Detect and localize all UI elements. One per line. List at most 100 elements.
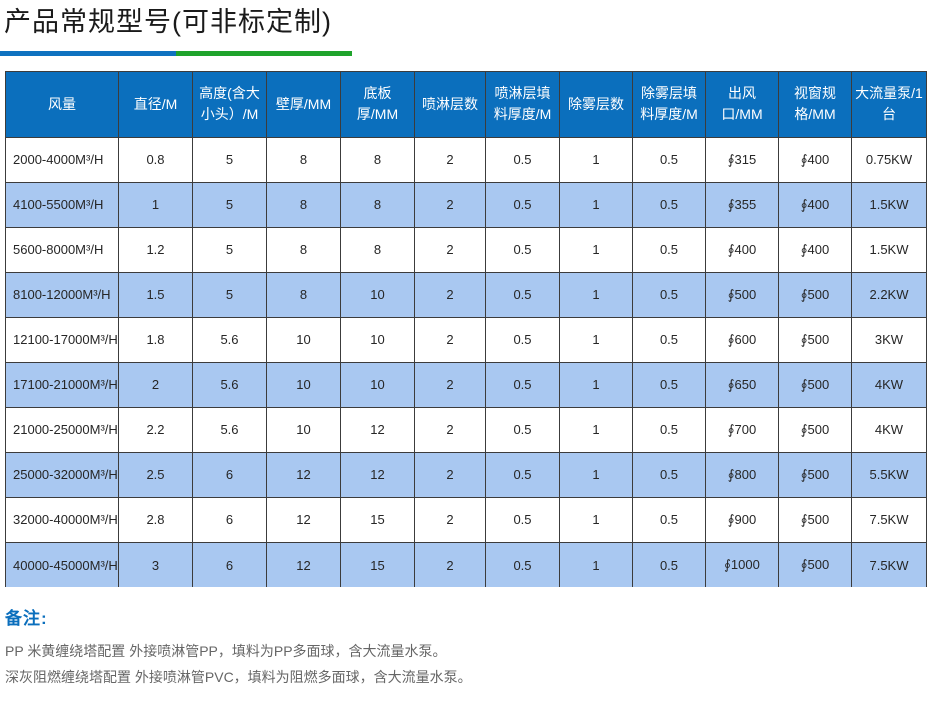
table-cell: 4KW <box>851 361 927 408</box>
table-cell: 2 <box>414 136 486 183</box>
column-header: 大流量泵/1台 <box>851 70 927 138</box>
table-cell: 2.2KW <box>851 271 927 318</box>
table-cell: 8 <box>266 271 341 318</box>
table-cell: 2 <box>414 361 486 408</box>
column-header: 喷淋层数 <box>414 70 486 138</box>
table-cell: 3 <box>118 541 193 588</box>
table-cell: 1.5KW <box>851 181 927 228</box>
table-cell: 32000-40000M³/H <box>5 496 119 543</box>
note-line-2: 深灰阻燃缠绕塔配置 外接喷淋管PVC，填料为阻燃多面球，含大流量水泵。 <box>5 669 472 686</box>
note-line-1: PP 米黄缠绕塔配置 外接喷淋管PP，填料为PP多面球，含大流量水泵。 <box>5 643 447 660</box>
table-cell: 0.5 <box>485 181 560 228</box>
table-cell: 1.8 <box>118 316 193 363</box>
table-row: 21000-25000M³/H 2.2 5.6 10 12 2 0.5 1 0.5 ∮700 ∮50… <box>5 406 927 453</box>
table-row: 17100-21000M³/H 2 5.6 10 10 2 0.5 1 0.5 ∮650 ∮500 4… <box>5 361 927 408</box>
table-cell: 1 <box>559 541 633 588</box>
table-cell: ∮400 <box>778 181 852 228</box>
table-cell: 25000-32000M³/H <box>5 451 119 498</box>
table-cell: ∮700 <box>705 406 779 453</box>
table-cell: 2 <box>414 181 486 228</box>
table-row: 5600-8000M³/H 1.2 5 8 8 2 0.5 1 0.5 ∮400 ∮400 1.5KW <box>5 226 927 273</box>
table-cell: 0.5 <box>485 451 560 498</box>
table-cell: ∮650 <box>705 361 779 408</box>
table-cell: 1.5KW <box>851 226 927 273</box>
table-cell: 1 <box>559 316 633 363</box>
table-cell: 2 <box>414 271 486 318</box>
table-cell: ∮900 <box>705 496 779 543</box>
table-row: 4100-5500M³/H 1 5 8 8 2 0.5 1 0.5 ∮355 ∮400 1.5KW <box>5 181 927 228</box>
table-cell: 4KW <box>851 406 927 453</box>
notes-label: 备注: <box>5 609 48 629</box>
table-cell: 0.75KW <box>851 136 927 183</box>
table-cell: 1 <box>559 136 633 183</box>
table-cell: 21000-25000M³/H <box>5 406 119 453</box>
table-cell: 0.5 <box>485 271 560 318</box>
table-cell: 0.5 <box>632 541 706 588</box>
table-cell: 0.5 <box>632 316 706 363</box>
table-cell: 12 <box>266 541 341 588</box>
table-cell: ∮500 <box>778 316 852 363</box>
page-title: 产品常规型号(可非标定制) <box>4 7 332 37</box>
table-cell: 5.6 <box>192 361 267 408</box>
table-cell: ∮800 <box>705 451 779 498</box>
product-spec-page: 产品常规型号(可非标定制) 风量 直径/M 高度(含大小头）/M 壁厚/MM 底板厚/M… <box>0 7 927 686</box>
table-cell: 10 <box>266 316 341 363</box>
table-row: 32000-40000M³/H 2.8 6 12 15 2 0.5 1 0.5 ∮900 ∮500 7… <box>5 496 927 543</box>
table-cell: 5.6 <box>192 316 267 363</box>
column-header: 除雾层填料厚度/M <box>632 70 706 138</box>
table-cell: 0.5 <box>485 316 560 363</box>
table-cell: 2 <box>414 451 486 498</box>
table-cell: 8 <box>266 181 341 228</box>
table-cell: 8 <box>266 136 341 183</box>
table-cell: 2 <box>414 541 486 588</box>
table-row: 12100-17000M³/H 1.8 5.6 10 10 2 0.5 1 0.5 ∮600 ∮50… <box>5 316 927 363</box>
table-cell: 1 <box>559 271 633 318</box>
table-header: 风量 直径/M 高度(含大小头）/M 壁厚/MM 底板厚/MM 喷淋层数 喷淋层填料厚度/M… <box>5 70 927 138</box>
table-cell: ∮500 <box>778 541 852 588</box>
table-cell: ∮1000 <box>705 541 779 588</box>
table-cell: 15 <box>340 541 415 588</box>
table-cell: 1.5 <box>118 271 193 318</box>
table-cell: 0.5 <box>485 136 560 183</box>
table-cell: 4100-5500M³/H <box>5 181 119 228</box>
table-cell: 8 <box>340 136 415 183</box>
table-cell: 10 <box>266 361 341 408</box>
table-cell: 0.5 <box>632 181 706 228</box>
table-cell: 1 <box>559 181 633 228</box>
column-header: 高度(含大小头）/M <box>192 70 267 138</box>
table-cell: 10 <box>340 271 415 318</box>
table-cell: ∮600 <box>705 316 779 363</box>
table-cell: 0.5 <box>485 541 560 588</box>
table-cell: 6 <box>192 496 267 543</box>
table-cell: 10 <box>340 316 415 363</box>
table-cell: 1 <box>559 226 633 273</box>
table-cell: 7.5KW <box>851 496 927 543</box>
table-cell: 12 <box>340 451 415 498</box>
table-cell: 2.2 <box>118 406 193 453</box>
column-header: 喷淋层填料厚度/M <box>485 70 560 138</box>
table-row: 25000-32000M³/H 2.5 6 12 12 2 0.5 1 0.5 ∮800 ∮500 5… <box>5 451 927 498</box>
underline-blue-segment <box>0 50 176 56</box>
table-cell: 2 <box>414 316 486 363</box>
table-cell: 2 <box>414 406 486 453</box>
table-cell: 1 <box>559 406 633 453</box>
table-cell: 0.5 <box>485 496 560 543</box>
table-cell: 0.5 <box>485 406 560 453</box>
table-cell: 12 <box>266 496 341 543</box>
table-cell: ∮500 <box>778 496 852 543</box>
table-cell: 8 <box>340 226 415 273</box>
table-cell: 1.2 <box>118 226 193 273</box>
table-cell: 17100-21000M³/H <box>5 361 119 408</box>
table-cell: 0.5 <box>632 226 706 273</box>
table-cell: 5.5KW <box>851 451 927 498</box>
table-row: 2000-4000M³/H 0.8 5 8 8 2 0.5 1 0.5 ∮315 ∮400 0.75K… <box>5 136 927 183</box>
table-cell: ∮500 <box>778 406 852 453</box>
table-cell: ∮500 <box>705 271 779 318</box>
table-cell: 0.5 <box>485 361 560 408</box>
table-cell: 5 <box>192 271 267 318</box>
table-cell: 0.5 <box>632 136 706 183</box>
table-cell: 12 <box>266 451 341 498</box>
table-cell: 0.5 <box>632 361 706 408</box>
column-header: 直径/M <box>118 70 193 138</box>
table-body: 2000-4000M³/H 0.8 5 8 8 2 0.5 1 0.5 ∮315 ∮400 0.75K… <box>5 136 927 588</box>
